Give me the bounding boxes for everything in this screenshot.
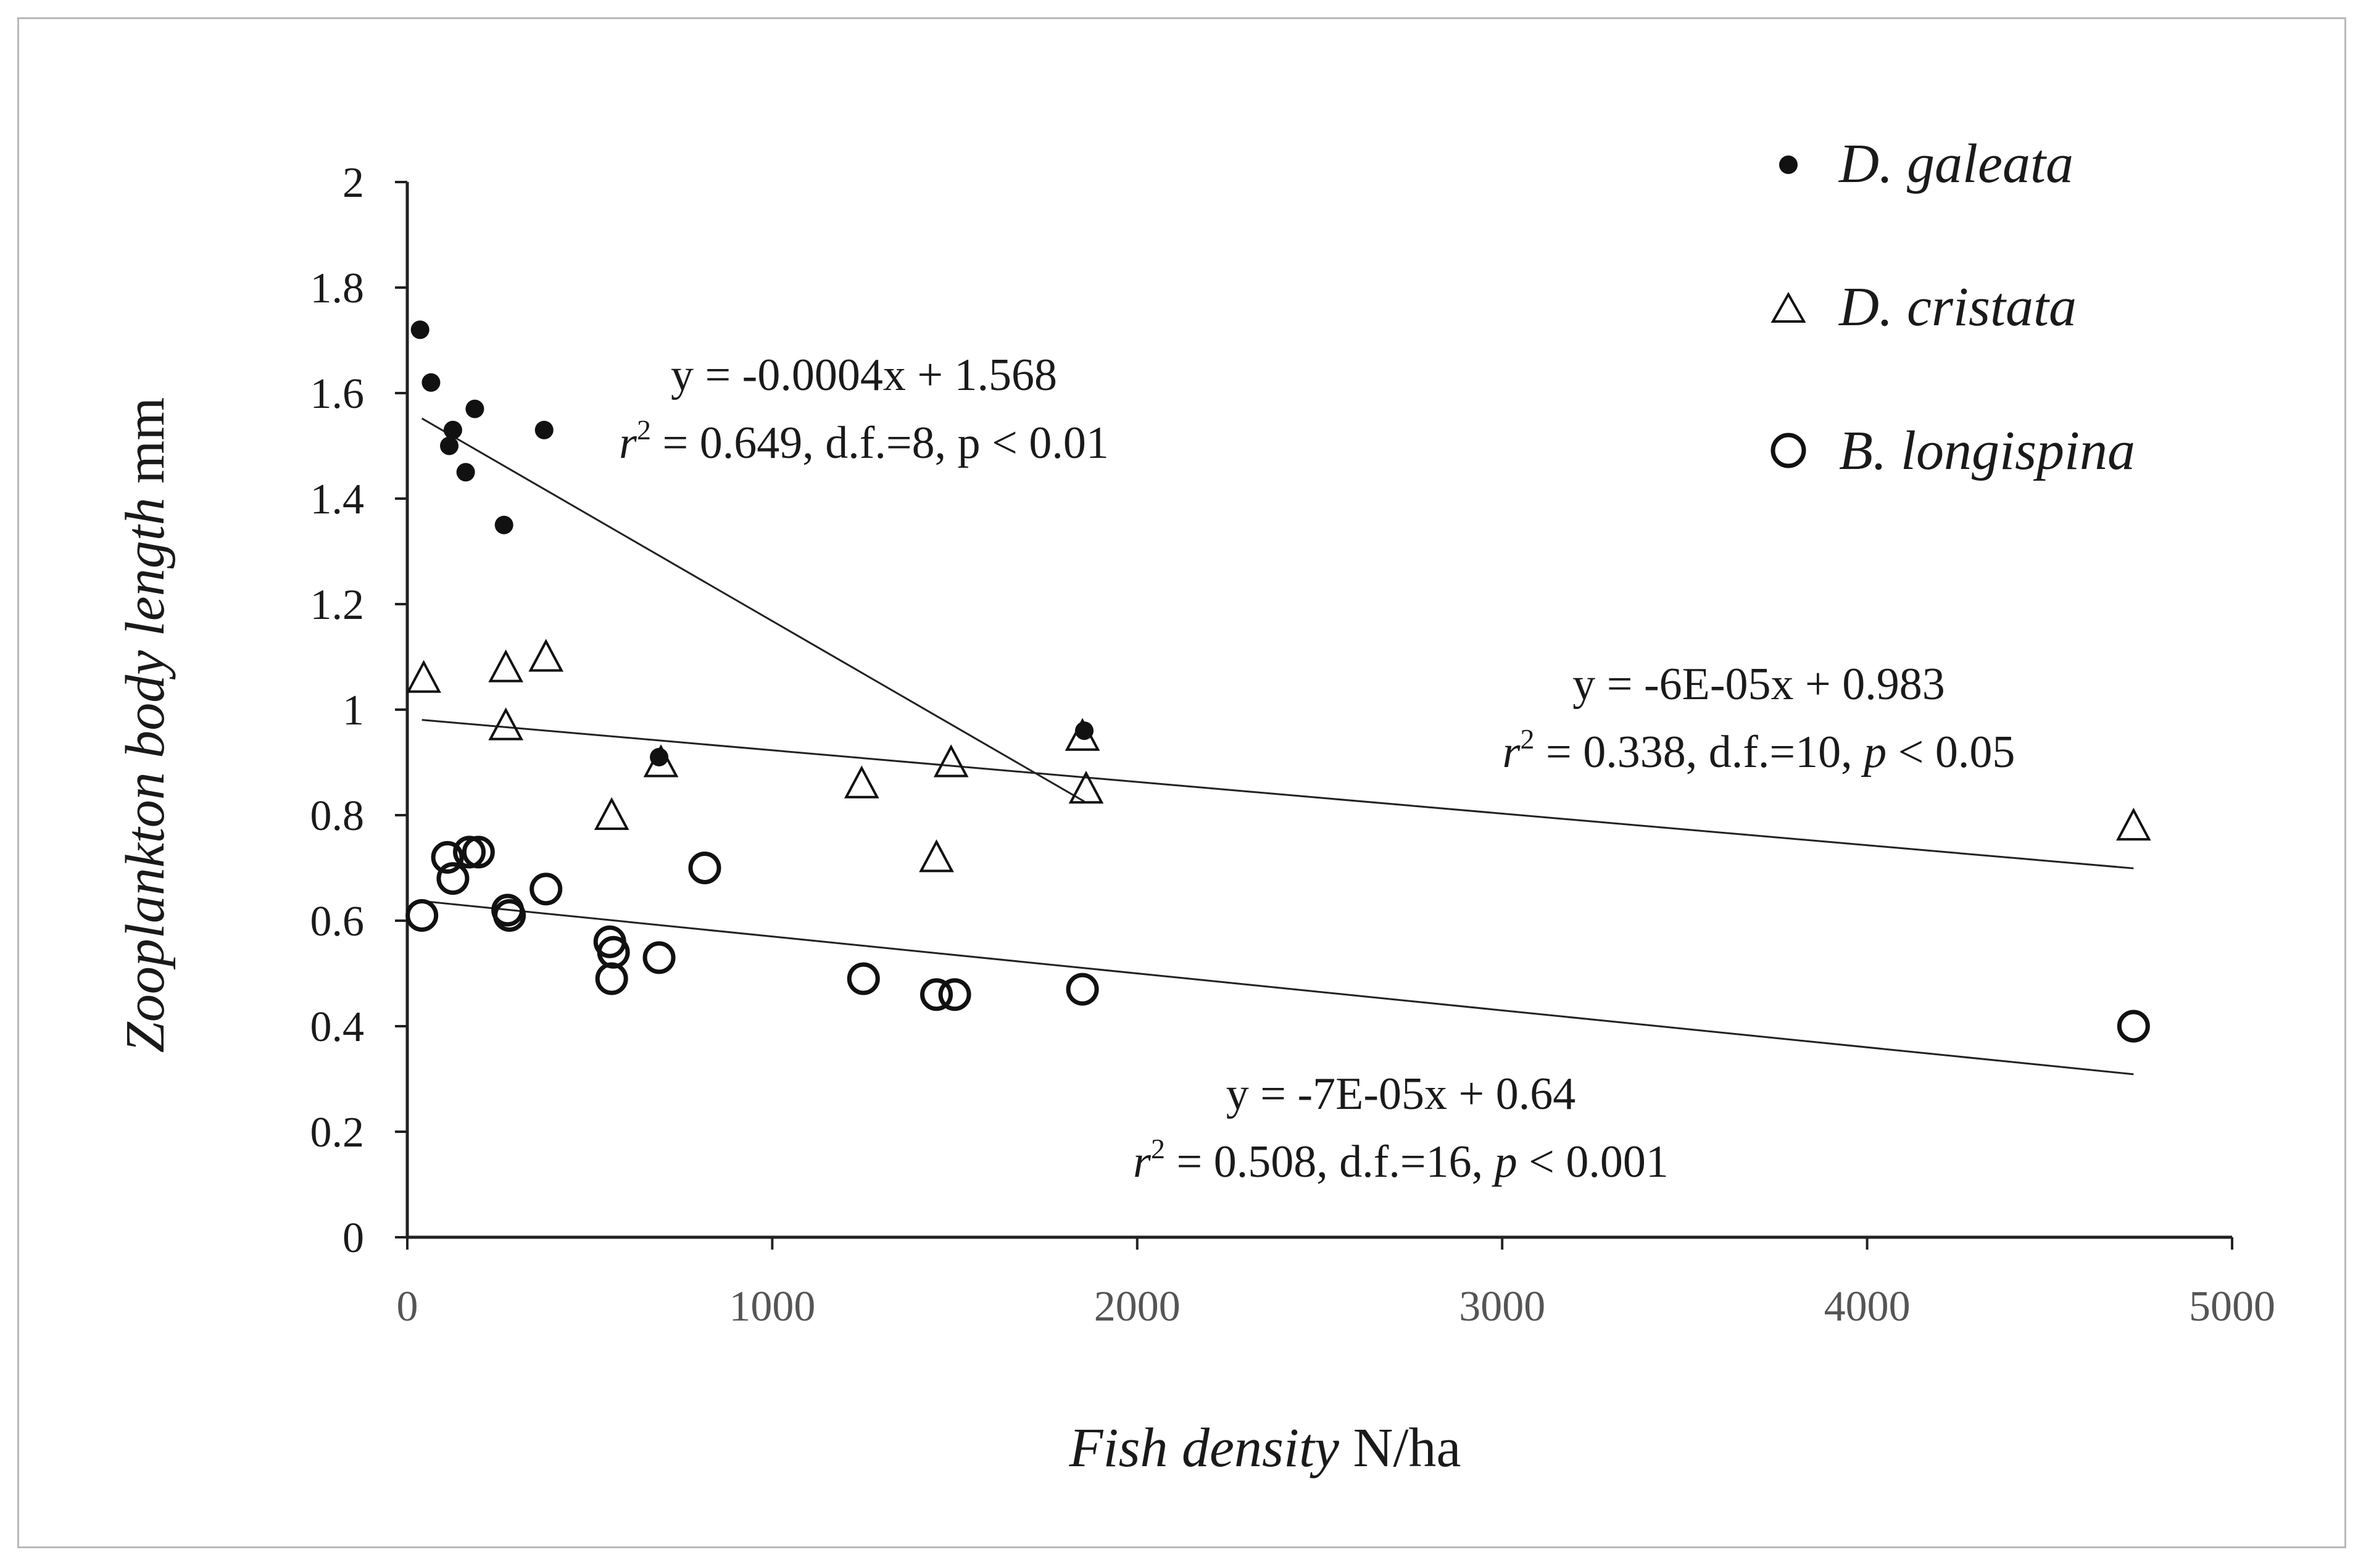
y-tick-label: 0 [342,1214,364,1262]
point-galeata [494,515,513,534]
point-galeata [410,320,430,339]
equation-longispina-line1: y = -7E-05x + 0.64 [1226,1069,1575,1119]
legend-marker-cristata [1770,291,1806,323]
point-longispina [688,852,721,884]
figure-frame [17,17,2346,1548]
equation-galeata-line1: y = -0.0004x + 1.568 [671,350,1057,400]
axis-ticks: 0 0.2 0.4 0.6 0.8 1 1.2 1.4 1.6 1.8 2 0 1000 2000 3000… [310,159,2276,1330]
point-longispina [405,898,439,932]
point-cristata [406,660,441,693]
legend-marker-longispina [1770,433,1806,468]
trendline-cristata [421,719,2134,869]
point-galeata [534,420,554,439]
x-axis-label: Fish density N/ha [1069,1417,1461,1479]
legend: D. galeata D. cristata B. longispina [1770,133,2135,481]
y-tick-label: 2 [342,159,364,207]
point-cristata [594,797,629,830]
equation-cristata-line1: y = -6E-05x + 0.983 [1572,659,1945,710]
equation-cristata: y = -6E-05x + 0.983 r2 = 0.338, d.f.=10,… [1503,659,2015,778]
point-cristata [1068,770,1104,804]
point-longispina [597,935,630,969]
equation-longispina-line2: r2 = 0.508, d.f.=16, p < 0.001 [1133,1133,1669,1187]
point-cristata [643,744,679,778]
point-longispina [431,840,464,874]
point-longispina [2117,1010,2150,1043]
legend-label-longispina: B. longispina [1839,420,2135,481]
legend-marker-galeata [1779,156,1798,174]
point-cristata [2115,807,2151,841]
point-longispina [847,962,880,995]
data-points [405,320,2151,1043]
point-cristata [933,744,969,778]
x-tick-label: 4000 [1824,1283,1911,1330]
point-longispina [462,836,495,869]
point-galeata [421,373,441,392]
equation-longispina: y = -7E-05x + 0.64 r2 = 0.508, d.f.=16, … [1133,1069,1669,1187]
y-tick-label: 1.8 [310,265,365,312]
y-tick-label: 1.2 [310,581,365,629]
y-tick-label: 1.4 [310,476,365,523]
point-cristata [528,639,564,672]
point-longispina [920,978,953,1011]
equation-cristata-line2: r2 = 0.338, d.f.=10, p < 0.05 [1503,723,2015,778]
y-tick-label: 1 [342,687,364,734]
point-longispina [529,873,563,906]
x-tick-label: 0 [397,1283,418,1330]
point-cristata [844,765,879,799]
trendline-galeata [421,417,1085,803]
point-longispina [453,836,486,869]
point-longispina [595,962,628,995]
point-cristata [488,649,524,682]
equation-galeata: y = -0.0004x + 1.568 r2 = 0.649, d.f.=8,… [619,350,1109,468]
trendlines [421,417,2134,1076]
y-tick-label: 0.2 [310,1109,365,1156]
point-cristata [1065,718,1100,751]
legend-label-galeata: D. galeata [1838,133,2073,194]
point-longispina [1066,973,1099,1006]
point-longispina [436,862,470,895]
legend-label-cristata: D. cristata [1838,276,2077,338]
trendline-longispina [421,900,2134,1076]
y-axis-label: Zooplankton body length mm [115,397,176,1053]
y-tick-label: 1.6 [310,370,365,418]
point-cristata [488,707,524,740]
x-tick-label: 1000 [729,1283,815,1330]
y-tick-label: 0.6 [310,898,365,945]
equation-galeata-line2: r2 = 0.649, d.f.=8, p < 0.01 [619,414,1109,468]
point-longispina [938,978,971,1011]
point-longispina [493,898,526,932]
point-longispina [642,941,676,974]
point-galeata [443,420,462,439]
point-galeata [465,399,484,418]
x-tick-label: 3000 [1459,1283,1545,1330]
x-tick-label: 2000 [1094,1283,1181,1330]
point-galeata [440,436,459,455]
y-tick-label: 0.8 [310,792,365,840]
y-tick-label: 0.4 [310,1003,365,1051]
x-tick-label: 5000 [2189,1283,2275,1330]
point-cristata [919,839,954,873]
point-galeata [456,463,475,482]
